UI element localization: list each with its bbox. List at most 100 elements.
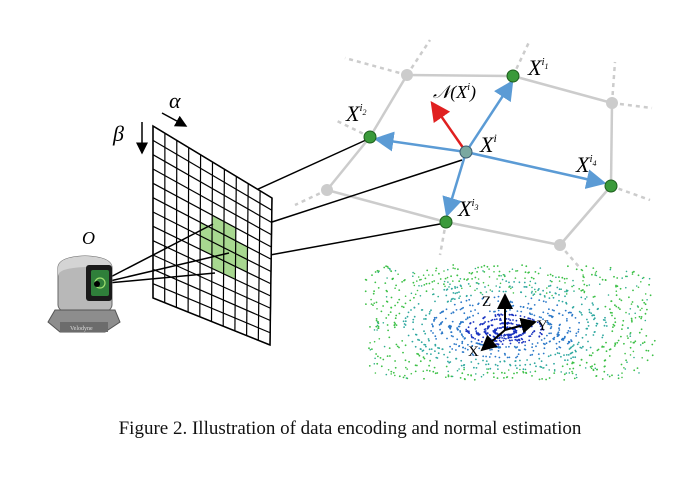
cloud-point	[496, 333, 498, 335]
cloud-point	[463, 366, 465, 369]
cloud-point	[489, 289, 492, 291]
cloud-point	[499, 360, 502, 363]
cloud-point	[496, 327, 499, 329]
cloud-point	[535, 365, 537, 368]
cloud-point	[387, 369, 390, 371]
cloud-point	[566, 289, 569, 292]
cloud-point	[418, 354, 421, 357]
cloud-point	[639, 344, 642, 346]
cloud-point	[481, 293, 484, 296]
cloud-point	[397, 273, 399, 276]
cloud-point	[422, 356, 425, 359]
cloud-point	[463, 278, 466, 281]
grid-row-line	[152, 297, 271, 346]
cloud-point	[532, 349, 535, 352]
cloud-point	[534, 291, 537, 293]
cloud-point	[613, 345, 616, 347]
cloud-point	[611, 374, 613, 377]
cloud-point	[404, 359, 407, 362]
cloud-point	[553, 309, 555, 312]
cloud-point	[563, 354, 565, 356]
cloud-point	[376, 362, 379, 365]
cloud-point	[543, 337, 546, 340]
cloud-point	[454, 267, 456, 270]
cloud-point	[538, 357, 541, 360]
cloud-point	[372, 304, 374, 306]
grid-row-line	[152, 225, 272, 285]
cloud-point	[542, 311, 545, 314]
cloud-point	[377, 355, 379, 358]
cloud-point	[401, 281, 403, 283]
cloud-point	[572, 344, 575, 346]
cloud-point	[547, 355, 550, 358]
cloud-point	[461, 334, 463, 337]
cloud-point	[444, 277, 447, 280]
cloud-point	[414, 333, 417, 336]
cloud-point	[419, 295, 422, 297]
cloud-point	[386, 265, 389, 268]
cloud-point	[619, 308, 621, 310]
cloud-point	[447, 300, 449, 303]
cloud-point	[470, 374, 473, 377]
cloud-point	[566, 359, 569, 361]
cloud-point	[537, 272, 540, 275]
cloud-point	[498, 356, 501, 359]
cloud-point	[508, 286, 510, 288]
cloud-point	[385, 300, 388, 303]
cloud-point	[595, 375, 598, 377]
cloud-point	[519, 368, 521, 371]
cloud-point	[475, 332, 478, 334]
cloud-point	[375, 318, 378, 320]
cloud-point	[587, 325, 590, 327]
cloud-point	[513, 345, 516, 348]
cloud-point	[553, 369, 556, 371]
neighbor-mesh	[294, 39, 653, 269]
cloud-point	[477, 339, 480, 342]
grid-row-line	[152, 268, 271, 322]
cloud-point	[548, 332, 551, 335]
cloud-point	[615, 290, 618, 293]
cloud-point	[493, 265, 495, 268]
cloud-point	[641, 357, 643, 359]
cloud-point	[532, 277, 535, 280]
cloud-point	[419, 360, 422, 363]
cloud-point	[471, 304, 474, 307]
cloud-point	[559, 323, 561, 326]
cloud-point	[471, 271, 474, 274]
cloud-point	[423, 318, 425, 320]
cloud-point	[373, 340, 376, 343]
cloud-point	[503, 335, 505, 337]
cloud-point	[525, 265, 528, 268]
cloud-point	[496, 265, 499, 267]
lidar-sensor: O Velodyne	[47, 228, 121, 333]
cloud-point	[575, 332, 578, 335]
cloud-point	[434, 300, 436, 303]
node-xi4	[604, 179, 618, 193]
cloud-point	[603, 370, 606, 373]
cloud-point	[633, 356, 635, 359]
cloud-point	[417, 353, 420, 356]
cloud-point	[398, 298, 401, 301]
cloud-point	[473, 378, 476, 381]
cloud-point	[584, 298, 587, 300]
cloud-point	[487, 284, 490, 287]
cloud-point	[461, 372, 464, 375]
figure-caption: Figure 2. Illustration of data encoding …	[118, 418, 582, 439]
cloud-point	[446, 288, 449, 291]
cloud-point	[482, 336, 485, 339]
cloud-point	[612, 323, 615, 326]
cloud-point	[646, 359, 649, 362]
cloud-point	[495, 318, 498, 320]
cloud-point	[596, 322, 599, 325]
cloud-point	[514, 360, 517, 362]
cloud-point	[604, 305, 607, 308]
cloud-point	[434, 344, 437, 347]
cloud-point	[585, 361, 588, 364]
cloud-point	[377, 271, 380, 274]
cloud-point	[426, 352, 428, 355]
cloud-point	[456, 328, 459, 330]
cloud-point	[599, 276, 601, 279]
cloud-point	[538, 299, 541, 301]
cloud-point	[389, 269, 391, 271]
cloud-point	[460, 359, 463, 362]
